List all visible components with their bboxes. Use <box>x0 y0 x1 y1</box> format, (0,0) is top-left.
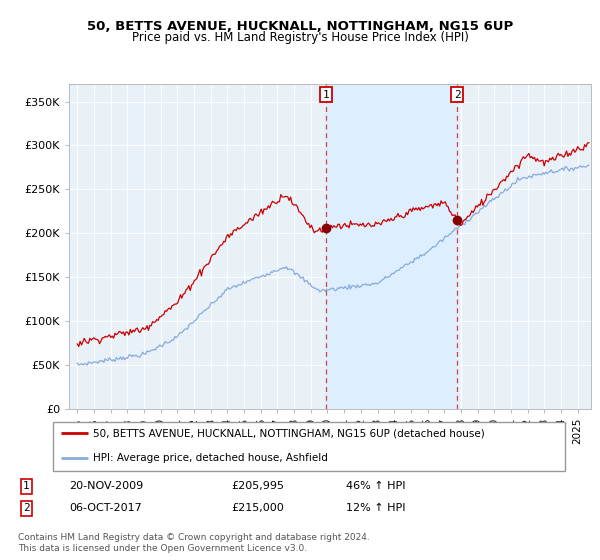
Text: 46% ↑ HPI: 46% ↑ HPI <box>346 482 406 492</box>
Text: £205,995: £205,995 <box>231 482 284 492</box>
Text: 20-NOV-2009: 20-NOV-2009 <box>70 482 144 492</box>
FancyBboxPatch shape <box>53 422 565 471</box>
Text: Price paid vs. HM Land Registry's House Price Index (HPI): Price paid vs. HM Land Registry's House … <box>131 31 469 44</box>
Text: 1: 1 <box>322 90 329 100</box>
Text: 50, BETTS AVENUE, HUCKNALL, NOTTINGHAM, NG15 6UP (detached house): 50, BETTS AVENUE, HUCKNALL, NOTTINGHAM, … <box>93 428 485 438</box>
Text: HPI: Average price, detached house, Ashfield: HPI: Average price, detached house, Ashf… <box>93 453 328 463</box>
Bar <box>326 84 457 409</box>
Text: 12% ↑ HPI: 12% ↑ HPI <box>346 503 406 514</box>
Text: 1: 1 <box>23 482 30 492</box>
Text: 06-OCT-2017: 06-OCT-2017 <box>70 503 142 514</box>
Text: £215,000: £215,000 <box>231 503 284 514</box>
Text: Contains HM Land Registry data © Crown copyright and database right 2024.
This d: Contains HM Land Registry data © Crown c… <box>18 533 370 553</box>
Text: 2: 2 <box>454 90 461 100</box>
Text: 2: 2 <box>23 503 30 514</box>
Text: 50, BETTS AVENUE, HUCKNALL, NOTTINGHAM, NG15 6UP: 50, BETTS AVENUE, HUCKNALL, NOTTINGHAM, … <box>87 20 513 32</box>
